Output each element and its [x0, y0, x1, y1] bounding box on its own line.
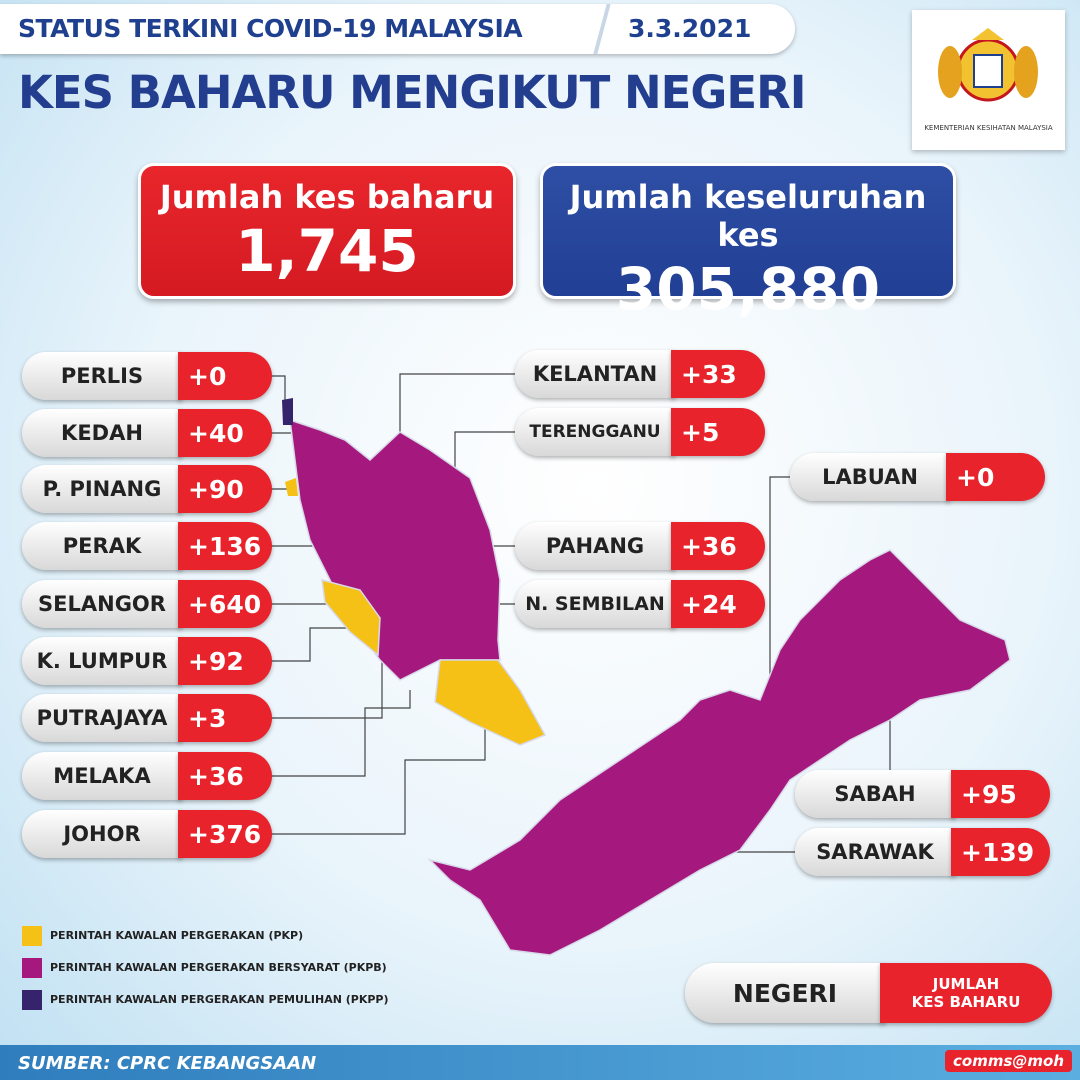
- state-name: SABAH: [795, 770, 955, 818]
- state-cases: +3: [178, 694, 272, 742]
- state-pill: SARAWAK +139: [795, 828, 1050, 876]
- crest: [938, 28, 1038, 102]
- state-cases: +95: [951, 770, 1050, 818]
- state-pill: SABAH +95: [795, 770, 1050, 818]
- total-cases-box: Jumlah keseluruhan kes 305,880: [540, 163, 956, 323]
- state-cases: +376: [178, 810, 272, 858]
- state-name: TERENGGANU: [515, 408, 675, 456]
- key-cases: JUMLAH KES BAHARU: [880, 963, 1052, 1023]
- logo-caption: KEMENTERIAN KESIHATAN MALAYSIA: [924, 124, 1053, 132]
- state-cases: +5: [671, 408, 765, 456]
- borneo: [427, 549, 1011, 956]
- state-name: LABUAN: [790, 453, 950, 501]
- state-name: N. SEMBILAN: [515, 580, 675, 628]
- new-cases-box: Jumlah kes baharu 1,745: [138, 163, 516, 299]
- penang: [285, 478, 298, 496]
- perlis: [282, 398, 293, 425]
- logo: KEMENTERIAN KESIHATAN MALAYSIA: [912, 10, 1065, 150]
- state-pill: SELANGOR +640: [22, 580, 272, 628]
- state-cases: +36: [178, 752, 272, 800]
- state-name: PAHANG: [515, 522, 675, 570]
- state-cases: +36: [671, 522, 765, 570]
- state-cases: +139: [951, 828, 1050, 876]
- state-pill: P. PINANG +90: [22, 465, 272, 513]
- header-date: 3.3.2021: [628, 14, 752, 43]
- state-name: PERLIS: [22, 352, 182, 400]
- state-pill: PERLIS +0: [22, 352, 272, 400]
- state-cases: +136: [178, 522, 272, 570]
- state-name: JOHOR: [22, 810, 182, 858]
- johor: [434, 659, 547, 746]
- state-cases: +0: [946, 453, 1045, 501]
- state-pill: JOHOR +376: [22, 810, 272, 858]
- state-pill: K. LUMPUR +92: [22, 637, 272, 685]
- state-pill: PAHANG +36: [515, 522, 765, 570]
- state-name: SARAWAK: [795, 828, 955, 876]
- state-pill: MELAKA +36: [22, 752, 272, 800]
- header-banner: [0, 4, 795, 54]
- total-cases-label: Jumlah keseluruhan kes: [569, 178, 927, 254]
- state-pill: PERAK +136: [22, 522, 272, 570]
- total-cases-value: 305,880: [615, 255, 881, 323]
- footer-handle: comms@moh: [945, 1050, 1072, 1072]
- state-pill: N. SEMBILAN +24: [515, 580, 765, 628]
- new-cases-label: Jumlah kes baharu: [159, 178, 495, 216]
- heading: KES BAHARU MENGIKUT NEGERI: [18, 66, 806, 119]
- state-cases: +92: [178, 637, 272, 685]
- legend-label: PERINTAH KAWALAN PERGERAKAN BERSYARAT (P…: [50, 961, 387, 974]
- key-cases-line: JUMLAH: [932, 975, 1000, 993]
- state-cases: +90: [178, 465, 272, 513]
- legend-swatch: [22, 958, 42, 978]
- new-cases-value: 1,745: [235, 217, 419, 285]
- state-cases: +33: [671, 350, 765, 398]
- state-name: KELANTAN: [515, 350, 675, 398]
- key-state: NEGERI: [685, 963, 885, 1023]
- state-cases: +40: [178, 409, 272, 457]
- state-pill: PUTRAJAYA +3: [22, 694, 272, 742]
- legend-label: PERINTAH KAWALAN PERGERAKAN PEMULIHAN (P…: [50, 993, 389, 1006]
- state-pill: KEDAH +40: [22, 409, 272, 457]
- state-name: K. LUMPUR: [22, 637, 182, 685]
- legend-label: PERINTAH KAWALAN PERGERAKAN (PKP): [50, 929, 304, 942]
- legend-swatch: [22, 926, 42, 946]
- state-name: PUTRAJAYA: [22, 694, 182, 742]
- state-name: KEDAH: [22, 409, 182, 457]
- state-name: PERAK: [22, 522, 182, 570]
- header-title: STATUS TERKINI COVID-19 MALAYSIA: [18, 14, 523, 43]
- state-name: SELANGOR: [22, 580, 182, 628]
- peninsular: [289, 418, 501, 681]
- state-name: MELAKA: [22, 752, 182, 800]
- legend-swatch: [22, 990, 42, 1010]
- state-pill: KELANTAN +33: [515, 350, 765, 398]
- state-pill: TERENGGANU +5: [515, 408, 765, 456]
- state-cases: +0: [178, 352, 272, 400]
- state-cases: +24: [671, 580, 765, 628]
- state-name: P. PINANG: [22, 465, 182, 513]
- footer-source: SUMBER: CPRC KEBANGSAAN: [18, 1053, 317, 1074]
- key-cases-line: KES BAHARU: [911, 993, 1021, 1011]
- state-pill: LABUAN +0: [790, 453, 1045, 501]
- state-cases: +640: [178, 580, 272, 628]
- selangor: [321, 578, 381, 657]
- footer-bar: [0, 1045, 1080, 1080]
